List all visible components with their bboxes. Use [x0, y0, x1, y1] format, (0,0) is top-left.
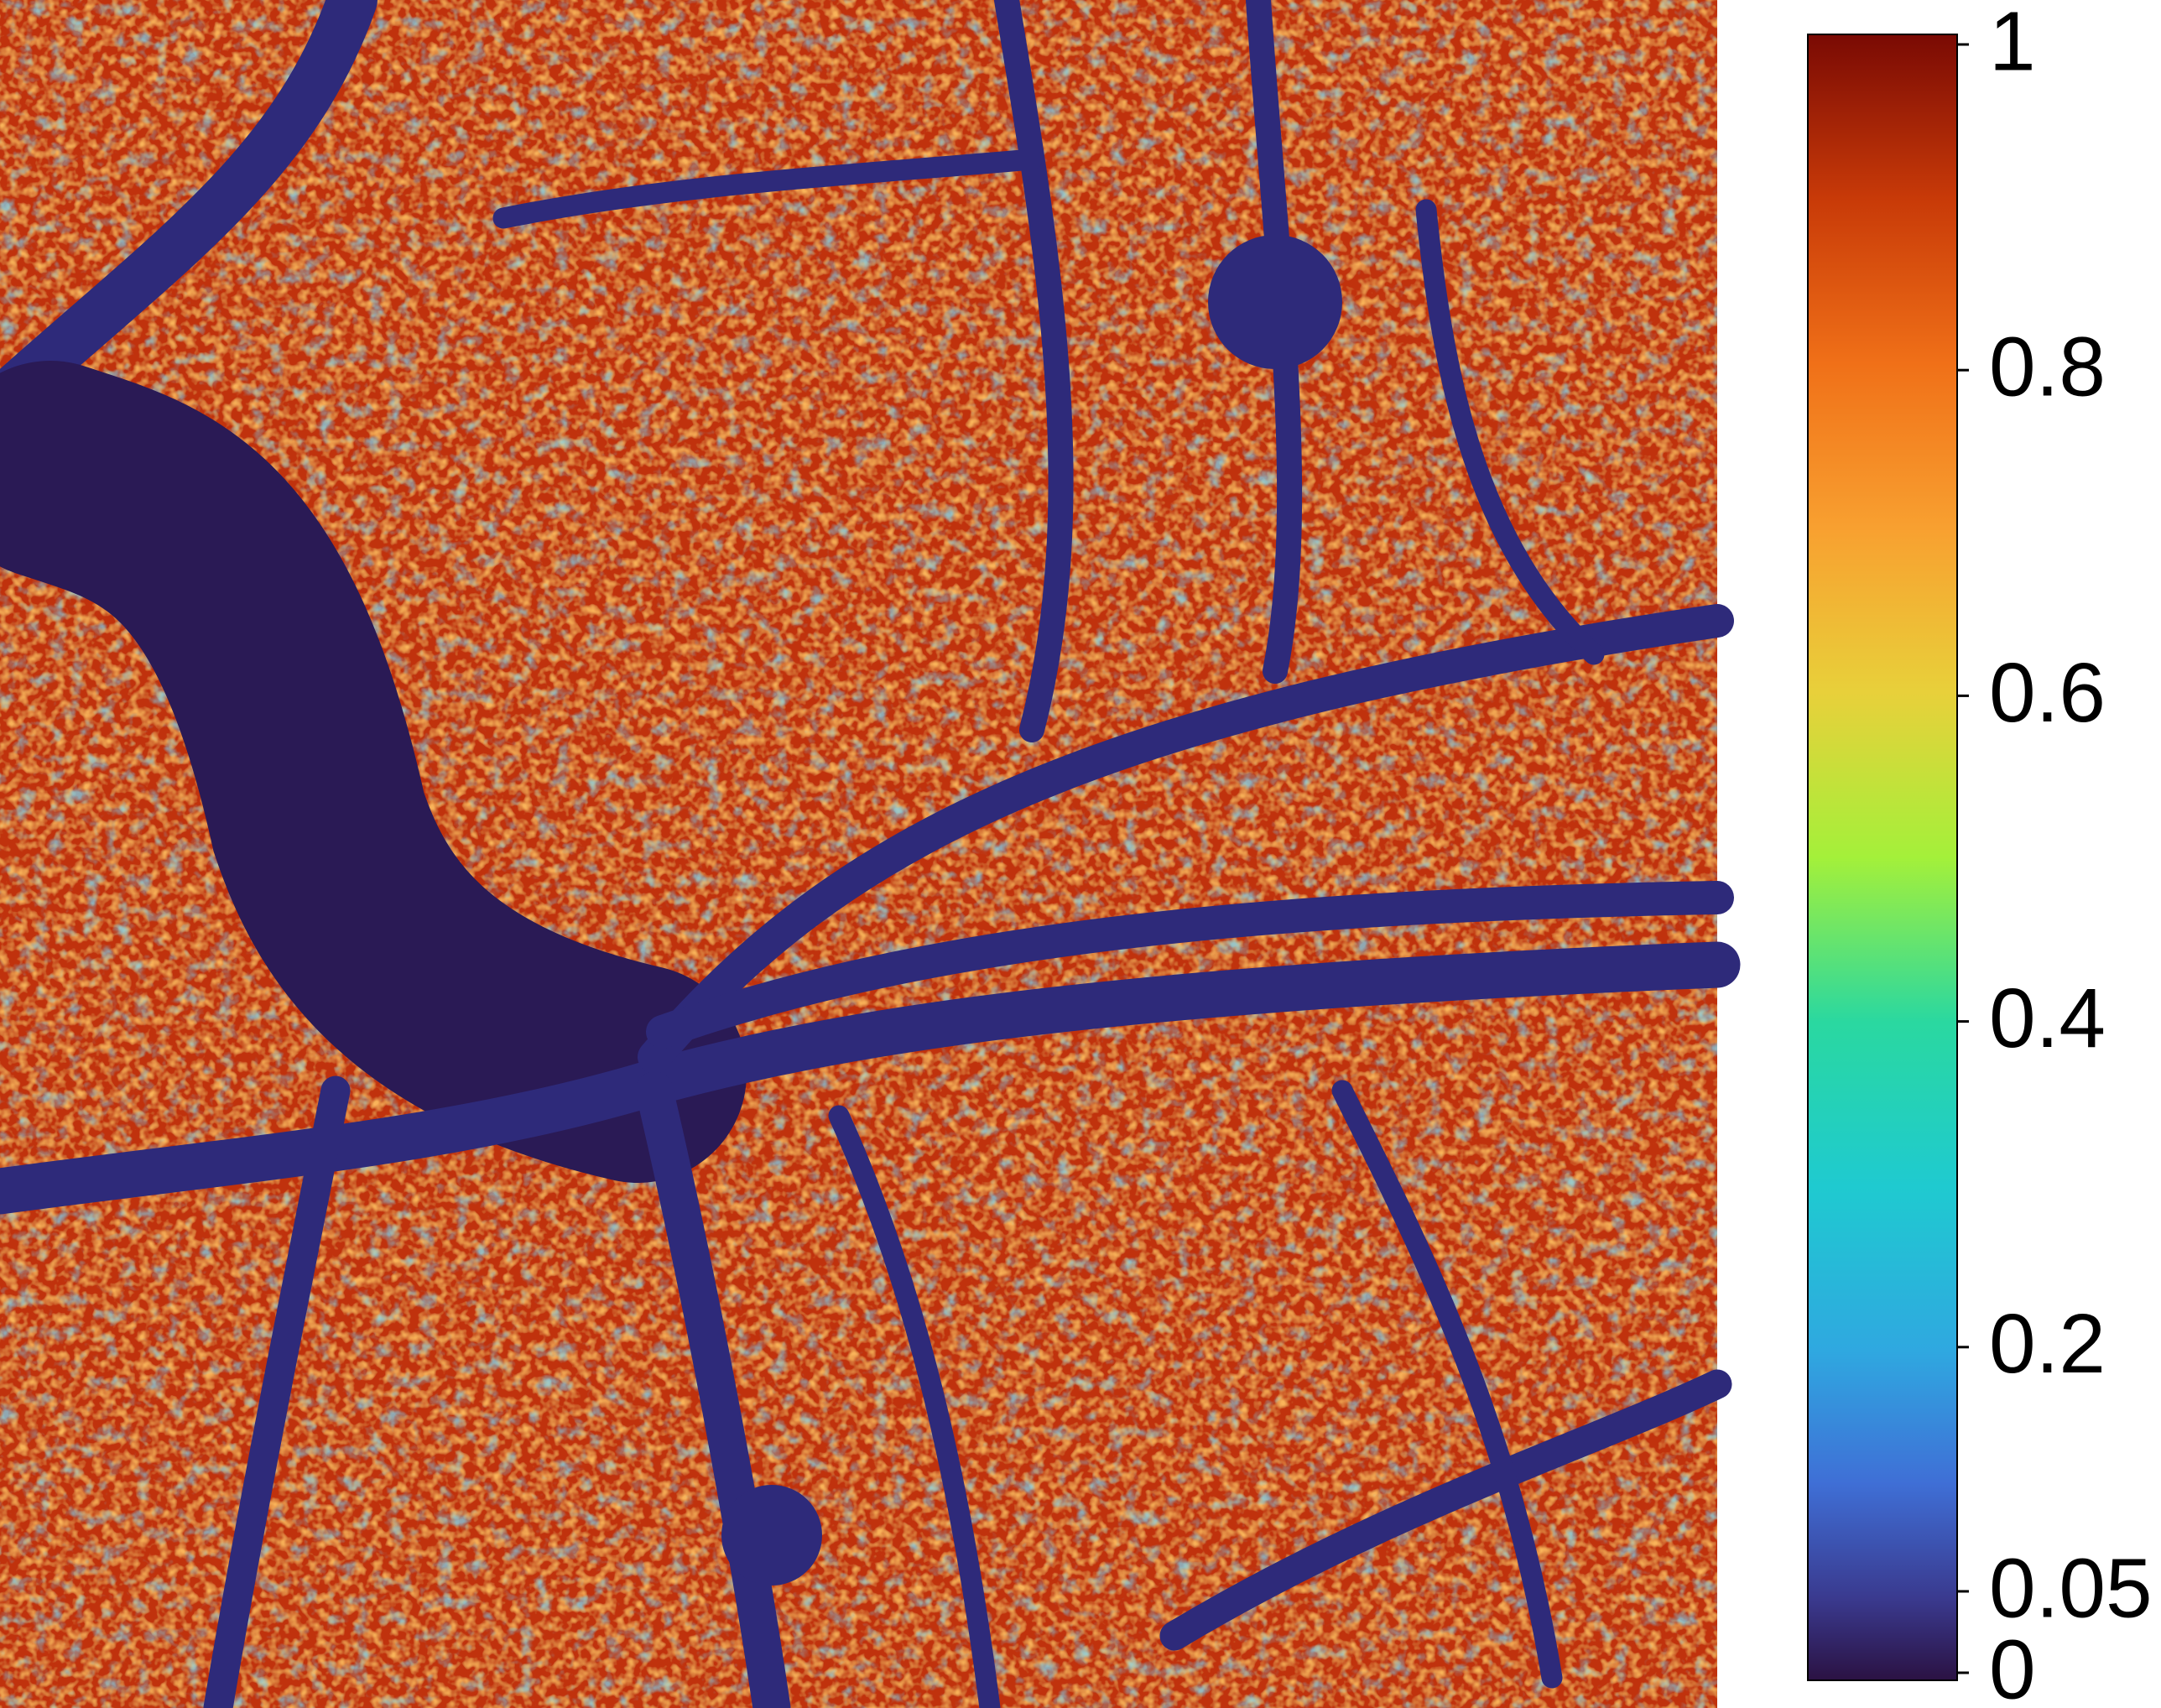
colorbar-tick-label: 0.8: [1989, 320, 2106, 414]
colorbar-tick-label: 0: [1989, 1622, 2036, 1708]
heatmap-image: [0, 0, 1741, 1708]
colorbar-tick-label: 0.4: [1989, 971, 2106, 1065]
colorbar-tick-label: 0.05: [1989, 1541, 2153, 1635]
colorbar-tick-label: 1: [1989, 0, 2036, 88]
colorbar: [1807, 34, 1958, 1681]
colorbar-tick-label: 0.6: [1989, 646, 2106, 740]
colorbar-tick-label: 0.2: [1989, 1297, 2106, 1391]
